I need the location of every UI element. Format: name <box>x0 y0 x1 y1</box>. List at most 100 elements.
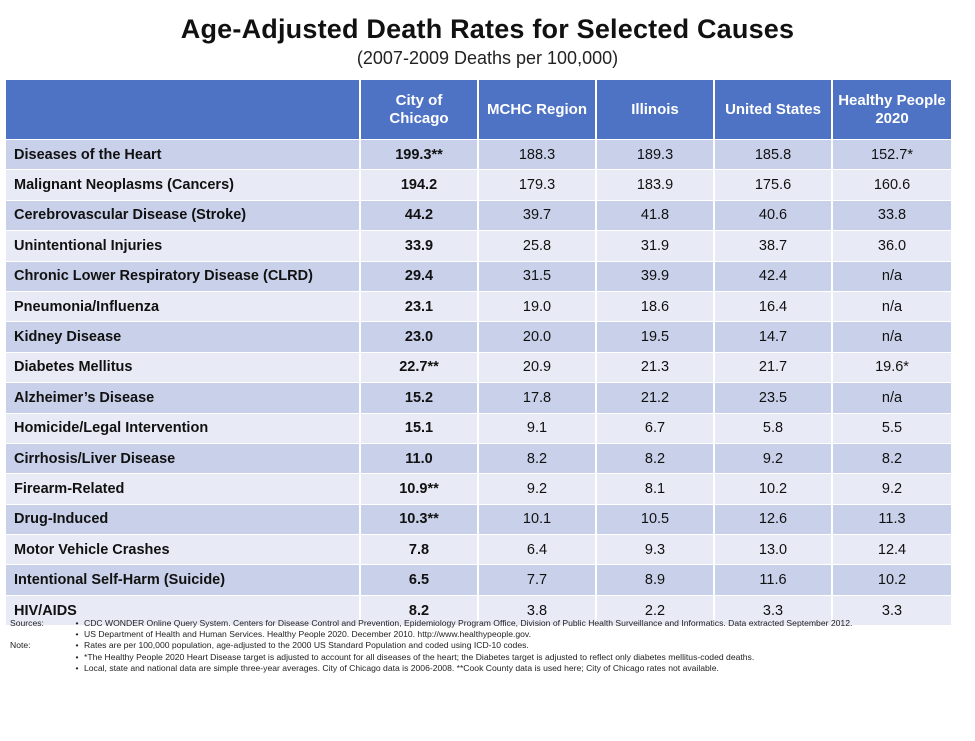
cell-healthy-people-2020: 11.3 <box>831 503 951 535</box>
cell-healthy-people-2020: n/a <box>831 290 951 322</box>
cell-illinois: 18.6 <box>595 290 714 322</box>
cell-illinois: 9.3 <box>595 534 714 565</box>
cell-healthy-people-2020: 8.2 <box>831 442 951 474</box>
cell-healthy-people-2020: 33.8 <box>831 199 951 231</box>
cell-city-of-chicago: 15.1 <box>359 412 478 444</box>
cell-illinois: 21.3 <box>595 351 714 383</box>
table-row: Unintentional Injuries 33.9 25.8 31.9 38.7 36… <box>6 230 951 262</box>
cell-illinois: 31.9 <box>595 230 714 262</box>
table-row: Motor Vehicle Crashes 7.8 6.4 9.3 13.0 12.4 <box>6 534 951 565</box>
cell-city-of-chicago: 15.2 <box>359 382 478 414</box>
table-header-row: City of Chicago MCHC Region Illinois Uni… <box>6 80 951 140</box>
cell-mchc-region: 20.9 <box>477 351 596 383</box>
death-rates-table: City of Chicago MCHC Region Illinois Uni… <box>6 80 951 626</box>
cell-cause: Chronic Lower Respiratory Disease (CLRD) <box>6 260 360 292</box>
header-healthy-people-2020: Healthy People 2020 <box>831 80 951 140</box>
cell-healthy-people-2020: 19.6* <box>831 351 951 383</box>
cell-united-states: 5.8 <box>713 412 832 444</box>
cell-cause: Homicide/Legal Intervention <box>6 412 360 444</box>
note-item: • Rates are per 100,000 population, age-… <box>70 640 950 651</box>
cell-mchc-region: 10.1 <box>477 503 596 535</box>
cell-cause: Motor Vehicle Crashes <box>6 534 360 565</box>
page-title: Age-Adjusted Death Rates for Selected Ca… <box>180 14 795 44</box>
cell-united-states: 42.4 <box>713 260 832 292</box>
cell-illinois: 10.5 <box>595 503 714 535</box>
table-row: Kidney Disease 23.0 20.0 19.5 14.7 n/a <box>6 321 951 353</box>
cell-illinois: 183.9 <box>595 169 714 201</box>
cell-cause: Intentional Self-Harm (Suicide) <box>6 564 360 596</box>
cell-united-states: 185.8 <box>713 138 832 170</box>
cell-cause: Alzheimer’s Disease <box>6 382 360 414</box>
table-row: Cerebrovascular Disease (Stroke) 44.2 39.7… <box>6 199 951 231</box>
cell-mchc-region: 179.3 <box>477 169 596 201</box>
cell-cause: HIV/AIDS <box>6 594 360 626</box>
cell-mchc-region: 19.0 <box>477 290 596 322</box>
cell-healthy-people-2020: n/a <box>831 260 951 292</box>
table-body: Diseases of the Heart 199.3** 188.3 189.3 18… <box>6 138 951 626</box>
cell-mchc-region: 7.7 <box>477 564 596 596</box>
table-row: Drug-Induced 10.3** 10.1 10.5 12.6 11.3 <box>6 503 951 535</box>
bullet-icon: • <box>75 618 79 628</box>
cell-mchc-region: 3.8 <box>477 594 596 626</box>
cell-healthy-people-2020: 10.2 <box>831 564 951 596</box>
cell-cause: Firearm-Related <box>6 473 360 505</box>
cell-healthy-people-2020: 9.2 <box>831 473 951 505</box>
cell-city-of-chicago: 44.2 <box>359 199 478 231</box>
header-united-states: United States <box>713 80 832 140</box>
cell-city-of-chicago: 33.9 <box>359 230 478 262</box>
cell-illinois: 6.7 <box>595 412 714 444</box>
cell-cause: Cirrhosis/Liver Disease <box>6 442 360 474</box>
cell-city-of-chicago: 23.0 <box>359 321 478 353</box>
cell-city-of-chicago: 29.4 <box>359 260 478 292</box>
cell-cause: Diseases of the Heart <box>6 138 360 170</box>
source-text: CDC WONDER Online Query System. Centers … <box>84 618 853 628</box>
cell-cause: Diabetes Mellitus <box>6 351 360 383</box>
table-row: Intentional Self-Harm (Suicide) 6.5 7.7 8.9… <box>6 564 951 596</box>
table-row: Pneumonia/Influenza 23.1 19.0 18.6 16.4 n/a <box>6 290 951 322</box>
cell-united-states: 38.7 <box>713 230 832 262</box>
table-row: HIV/AIDS 8.2 3.8 2.2 3.3 3.3 <box>6 594 951 626</box>
sources-label: Sources: <box>10 618 44 628</box>
cell-united-states: 21.7 <box>713 351 832 383</box>
source-item: • US Department of Health and Human Serv… <box>70 629 950 640</box>
cell-city-of-chicago: 22.7** <box>359 351 478 383</box>
cell-united-states: 11.6 <box>713 564 832 596</box>
cell-city-of-chicago: 7.8 <box>359 534 478 565</box>
cell-healthy-people-2020: n/a <box>831 382 951 414</box>
cell-united-states: 14.7 <box>713 321 832 353</box>
source-text: US Department of Health and Human Servic… <box>84 629 531 640</box>
cell-healthy-people-2020: n/a <box>831 321 951 353</box>
page-subtitle: (2007-2009 Deaths per 100,000) <box>356 48 619 68</box>
cell-united-states: 10.2 <box>713 473 832 505</box>
cell-city-of-chicago: 199.3** <box>359 138 478 170</box>
table-row: Cirrhosis/Liver Disease 11.0 8.2 8.2 9.2 8.2 <box>6 442 951 474</box>
table-row: Alzheimer’s Disease 15.2 17.8 21.2 23.5 n/a <box>6 382 951 414</box>
cell-mchc-region: 20.0 <box>477 321 596 353</box>
cell-illinois: 2.2 <box>595 594 714 626</box>
note-text: Rates are per 100,000 population, age-ad… <box>84 640 529 651</box>
cell-illinois: 39.9 <box>595 260 714 292</box>
table-row: Chronic Lower Respiratory Disease (CLRD)… <box>6 260 951 292</box>
cell-cause: Drug-Induced <box>6 503 360 535</box>
bullet-icon: • <box>75 640 79 651</box>
cell-cause: Unintentional Injuries <box>6 230 360 262</box>
sources-section: Sources: • CDC WONDER Online Query Syste… <box>10 618 950 640</box>
cell-city-of-chicago: 23.1 <box>359 290 478 322</box>
table-row: Firearm-Related 10.9** 9.2 8.1 10.2 9.2 <box>6 473 951 505</box>
cell-healthy-people-2020: 160.6 <box>831 169 951 201</box>
cell-mchc-region: 9.1 <box>477 412 596 444</box>
cell-mchc-region: 39.7 <box>477 199 596 231</box>
header-illinois: Illinois <box>595 80 714 140</box>
cell-illinois: 189.3 <box>595 138 714 170</box>
header-cause <box>6 80 360 140</box>
cell-illinois: 41.8 <box>595 199 714 231</box>
cell-healthy-people-2020: 3.3 <box>831 594 951 626</box>
cell-united-states: 3.3 <box>713 594 832 626</box>
cell-healthy-people-2020: 5.5 <box>831 412 951 444</box>
table-row: Diabetes Mellitus 22.7** 20.9 21.3 21.7 19.6* <box>6 351 951 383</box>
cell-cause: Cerebrovascular Disease (Stroke) <box>6 199 360 231</box>
cell-illinois: 21.2 <box>595 382 714 414</box>
cell-illinois: 8.1 <box>595 473 714 505</box>
cell-united-states: 16.4 <box>713 290 832 322</box>
header-city-of-chicago: City of Chicago <box>359 80 478 140</box>
